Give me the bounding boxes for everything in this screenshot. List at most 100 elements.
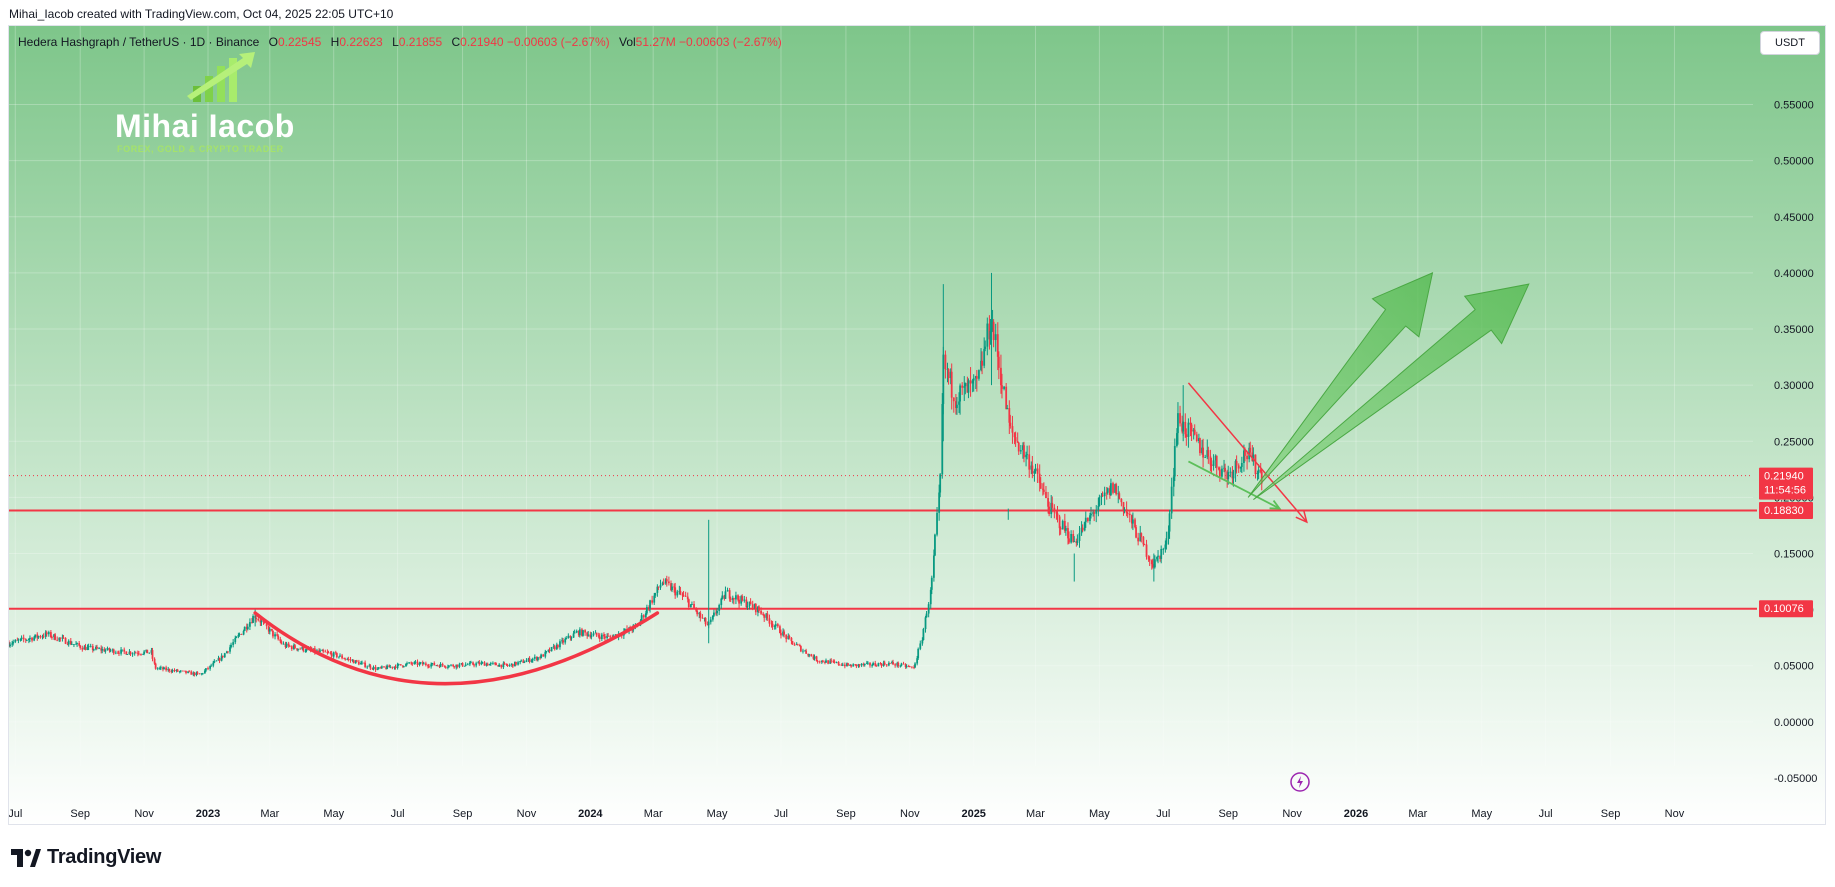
candle-body — [863, 663, 866, 665]
symbol-title[interactable]: Hedera Hashgraph / TetherUS · 1D · Binan… — [18, 35, 260, 49]
candle-body — [1151, 564, 1154, 568]
candle-body — [1221, 468, 1223, 477]
candle-body — [925, 613, 928, 618]
watermark-tagline: FOREX, GOLD & CRYPTO TRADER — [117, 144, 284, 154]
candle-body — [735, 595, 737, 600]
candle-body — [1110, 483, 1112, 495]
chart-pane[interactable]: 0.55000 0.50000 0.45000 0.40000 0.35000 0.300… — [8, 25, 1826, 825]
candle-body — [651, 600, 654, 603]
candle-body — [332, 652, 335, 657]
candle-body — [36, 634, 39, 638]
price-chart[interactable]: 0.55000 0.50000 0.45000 0.40000 0.35000 0.300… — [9, 26, 1826, 825]
candle-body — [1256, 473, 1259, 475]
candle-body — [279, 639, 282, 642]
candle-body — [966, 382, 969, 393]
candle-body — [572, 633, 575, 638]
candle-body — [855, 664, 858, 667]
candle-body — [1195, 434, 1198, 441]
candle-body — [582, 630, 584, 636]
candle-body — [799, 646, 802, 652]
candle-body — [824, 661, 826, 663]
candle-body — [1165, 538, 1168, 545]
candle-body — [497, 665, 500, 667]
candle-body — [178, 671, 181, 673]
candle-body — [84, 646, 87, 651]
candle-body — [33, 637, 36, 641]
candle-body — [547, 649, 550, 652]
candle-body — [410, 662, 413, 664]
candle-body — [1100, 495, 1103, 498]
candle-body — [112, 649, 115, 654]
candle-body — [1016, 441, 1019, 443]
candle-body — [1164, 544, 1167, 549]
candle-body — [1214, 455, 1217, 461]
candle-body — [737, 595, 739, 600]
y-tick-label: 0.15000 — [1774, 548, 1814, 560]
candle-body — [1095, 510, 1098, 514]
time-axis[interactable]: Jul Sep Nov 2023 Mar May Jul Sep Nov 2024 Mar May Ju… — [9, 808, 1685, 820]
price-axis[interactable]: 0.55000 0.50000 0.45000 0.40000 0.35000 0.300… — [1774, 100, 1817, 785]
candle-body — [343, 658, 346, 660]
y-tick-label: 0.45000 — [1774, 212, 1814, 224]
candle-body — [847, 663, 849, 666]
candle-body — [587, 634, 590, 636]
x-tick-label: Jul — [9, 808, 22, 820]
candle-body — [569, 635, 572, 638]
drawing-annotations[interactable] — [253, 272, 1530, 686]
candle-body — [1132, 519, 1134, 524]
candle-body — [791, 641, 794, 645]
candle-body — [827, 660, 830, 664]
last-price-tag-bg — [1759, 467, 1813, 500]
candle-body — [1045, 491, 1047, 499]
candle-body — [930, 577, 933, 590]
candle-body — [277, 635, 280, 640]
candle-body — [614, 634, 617, 636]
candle-body — [485, 663, 488, 666]
candle-body — [54, 634, 56, 640]
x-tick-label: May — [1089, 808, 1110, 820]
candle-body — [28, 639, 30, 640]
horizontal-levels[interactable] — [9, 475, 1757, 610]
x-tick-label: Jul — [1156, 808, 1170, 820]
currency-button[interactable]: USDT — [1760, 31, 1820, 55]
x-tick-label: 2025 — [961, 808, 985, 820]
candle-body — [427, 665, 429, 667]
candle-body — [835, 661, 838, 663]
candle-body — [294, 645, 296, 649]
candle-body — [1051, 502, 1054, 508]
candle-body — [1014, 437, 1017, 442]
candle-body — [508, 664, 511, 666]
candle-body — [225, 651, 228, 654]
candle-body — [386, 665, 389, 669]
candle-body — [61, 637, 64, 639]
candle-body — [1083, 522, 1086, 531]
candle-body — [41, 636, 44, 638]
candle-body — [745, 599, 748, 608]
candle-body — [1234, 461, 1237, 472]
candle-body — [1076, 540, 1079, 543]
close-label: C — [451, 35, 461, 49]
candle-body — [1177, 413, 1179, 434]
candle-body — [545, 651, 548, 652]
candle-body — [944, 354, 947, 370]
candle-body — [58, 637, 61, 641]
candle-body — [1189, 422, 1192, 425]
lightning-icon[interactable] — [1290, 772, 1310, 792]
candle-body — [1000, 367, 1002, 386]
candle-body — [305, 648, 308, 651]
candle-body — [9, 644, 11, 647]
candle-body — [327, 652, 330, 654]
candle-body — [274, 634, 276, 637]
candle-body — [424, 663, 427, 666]
tradingview-icon — [11, 848, 41, 867]
candle-body — [1209, 456, 1212, 465]
candle-body — [455, 664, 458, 668]
high-label: H — [330, 35, 340, 49]
candle-body — [388, 665, 391, 668]
candle-body — [92, 649, 95, 651]
candle-body — [738, 599, 740, 604]
candle-body — [805, 650, 808, 654]
candle-body — [478, 662, 481, 665]
tradingview-logo[interactable]: TradingView — [11, 846, 161, 869]
candle-body — [564, 639, 567, 643]
